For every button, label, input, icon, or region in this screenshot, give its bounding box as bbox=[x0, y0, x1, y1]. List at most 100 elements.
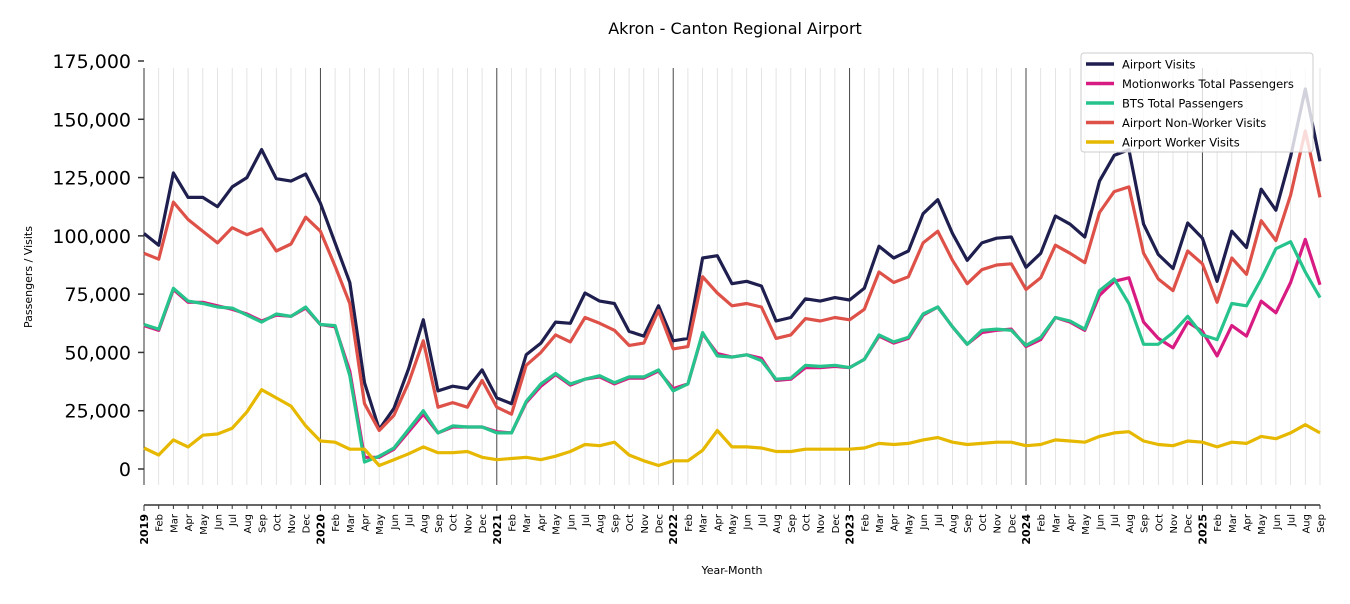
x-tick-label-month: Mar bbox=[875, 513, 886, 533]
y-tick-label: 75,000 bbox=[65, 284, 131, 306]
x-tick-label-year: 2020 bbox=[314, 514, 327, 545]
x-tick-label-month: Jun bbox=[743, 514, 754, 531]
x-tick-label-month: Mar bbox=[1228, 513, 1239, 533]
x-tick-label-month: Jun bbox=[919, 514, 930, 531]
y-tick-label: 50,000 bbox=[65, 342, 131, 364]
x-tick-label-year: 2022 bbox=[667, 514, 680, 545]
x-tick-label-month: Jul bbox=[1110, 514, 1121, 527]
x-tick-label-month: Aug bbox=[596, 514, 607, 534]
x-tick-label-month: Dec bbox=[655, 514, 666, 533]
x-tick-label-month: May bbox=[904, 514, 915, 535]
y-tick-label: 125,000 bbox=[52, 168, 131, 190]
x-tick-label-month: Apr bbox=[1066, 513, 1077, 531]
x-tick-label-month: May bbox=[1081, 514, 1092, 535]
x-tick-label-month: Sep bbox=[963, 514, 974, 533]
x-tick-label-month: Jun bbox=[566, 514, 577, 531]
x-tick-label-month: Feb bbox=[1213, 514, 1224, 532]
x-tick-label-year: 2025 bbox=[1196, 514, 1209, 545]
x-tick-label-month: Jul bbox=[581, 514, 592, 527]
x-tick-label-month: Oct bbox=[449, 514, 460, 531]
x-tick-label-month: Mar bbox=[522, 513, 533, 533]
x-tick-label-month: Oct bbox=[272, 514, 283, 531]
x-tick-label-month: Oct bbox=[1154, 514, 1165, 531]
x-tick-label-month: Sep bbox=[258, 514, 269, 533]
x-tick-label-month: Mar bbox=[346, 513, 357, 533]
legend: Airport Visits Motionworks Total Passenge… bbox=[1080, 52, 1314, 153]
x-tick-label-month: Apr bbox=[713, 513, 724, 531]
x-tick-label-month: Jul bbox=[228, 514, 239, 527]
x-tick-label-month: Feb bbox=[155, 514, 166, 532]
x-tick-label-month: Aug bbox=[243, 514, 254, 534]
x-tick-label-month: Aug bbox=[949, 514, 960, 534]
legend-label: Airport Worker Visits bbox=[1122, 136, 1240, 150]
x-tick-label-month: Aug bbox=[772, 514, 783, 534]
y-tick-label: 0 bbox=[119, 459, 131, 481]
x-tick-label-month: Oct bbox=[625, 514, 636, 531]
x-tick-label-month: Apr bbox=[184, 513, 195, 531]
x-tick-label-month: Oct bbox=[802, 514, 813, 531]
x-tick-label-month: Nov bbox=[1169, 514, 1180, 534]
y-tick-label: 150,000 bbox=[52, 109, 131, 131]
x-tick-label-month: Apr bbox=[537, 513, 548, 531]
x-tick-label-year: 2024 bbox=[1020, 514, 1033, 545]
x-tick-label-month: Nov bbox=[640, 514, 651, 534]
series-line-bts-total-passengers bbox=[143, 240, 1322, 464]
x-tick-label-month: Feb bbox=[684, 514, 695, 532]
chart-title: Akron - Canton Regional Airport bbox=[608, 19, 862, 38]
x-tick-label-month: May bbox=[728, 514, 739, 535]
x-tick-label-month: Apr bbox=[361, 513, 372, 531]
x-tick-label-month: Dec bbox=[1184, 514, 1195, 533]
x-tick-label-month: Jun bbox=[214, 514, 225, 531]
x-tick-label-month: Feb bbox=[508, 514, 519, 532]
x-tick-label-month: Nov bbox=[816, 514, 827, 534]
legend-label: BTS Total Passengers bbox=[1122, 97, 1243, 111]
x-tick-label-month: Jul bbox=[757, 514, 768, 527]
x-tick-label-month: Mar bbox=[169, 513, 180, 533]
x-tick-label-month: Jul bbox=[1287, 514, 1298, 527]
x-tick-label-month: Nov bbox=[463, 514, 474, 534]
x-tick-label-year: 2023 bbox=[844, 514, 857, 545]
series-line-airport-worker-visits bbox=[143, 388, 1321, 468]
x-tick-label-month: Dec bbox=[831, 514, 842, 533]
legend-label: Motionworks Total Passengers bbox=[1122, 77, 1294, 91]
x-tick-label-month: Apr bbox=[890, 513, 901, 531]
x-tick-label-month: Aug bbox=[419, 514, 430, 534]
legend-box bbox=[1080, 52, 1314, 153]
x-tick-label-month: Nov bbox=[993, 514, 1004, 534]
x-tick-label-month: Aug bbox=[1301, 514, 1312, 534]
x-tick-label-year: 2019 bbox=[138, 514, 151, 545]
x-tick-label-month: Dec bbox=[1007, 514, 1018, 533]
x-tick-label-month: May bbox=[552, 514, 563, 535]
x-tick-label-year: 2021 bbox=[491, 514, 504, 545]
x-tick-label-month: Jun bbox=[390, 514, 401, 531]
x-tick-label-month: Jul bbox=[405, 514, 416, 527]
y-tick-label: 100,000 bbox=[52, 226, 131, 248]
x-tick-label-month: Apr bbox=[1243, 513, 1254, 531]
x-axis-label: Year-Month bbox=[700, 564, 762, 577]
y-axis-label: Passengers / Visits bbox=[22, 226, 35, 328]
y-tick-label: 175,000 bbox=[52, 51, 131, 73]
x-tick-label-month: Nov bbox=[287, 514, 298, 534]
x-tick-label-month: Sep bbox=[1316, 514, 1327, 533]
x-tick-label-month: May bbox=[199, 514, 210, 535]
legend-label: Airport Visits bbox=[1122, 58, 1196, 72]
legend-label: Airport Non-Worker Visits bbox=[1122, 116, 1266, 130]
x-tick-label-month: Mar bbox=[699, 513, 710, 533]
x-tick-label-month: Jun bbox=[1096, 514, 1107, 531]
x-tick-label-month: Feb bbox=[1037, 514, 1048, 532]
x-tick-label-month: Dec bbox=[478, 514, 489, 533]
y-tick-label: 25,000 bbox=[65, 401, 131, 423]
x-tick-label-month: Sep bbox=[1140, 514, 1151, 533]
x-tick-label-month: Feb bbox=[331, 514, 342, 532]
x-tick-label-month: Jun bbox=[1272, 514, 1283, 531]
x-tick-label-month: Aug bbox=[1125, 514, 1136, 534]
x-tick-label-month: Mar bbox=[1051, 513, 1062, 533]
x-tick-label-month: Feb bbox=[860, 514, 871, 532]
x-tick-label-month: Jul bbox=[934, 514, 945, 527]
x-tick-label-month: Sep bbox=[434, 514, 445, 533]
x-tick-label-month: Sep bbox=[787, 514, 798, 533]
x-tick-label-month: Dec bbox=[302, 514, 313, 533]
x-tick-label-month: May bbox=[1257, 514, 1268, 535]
series-line-airport-non-worker-visits bbox=[143, 129, 1322, 433]
